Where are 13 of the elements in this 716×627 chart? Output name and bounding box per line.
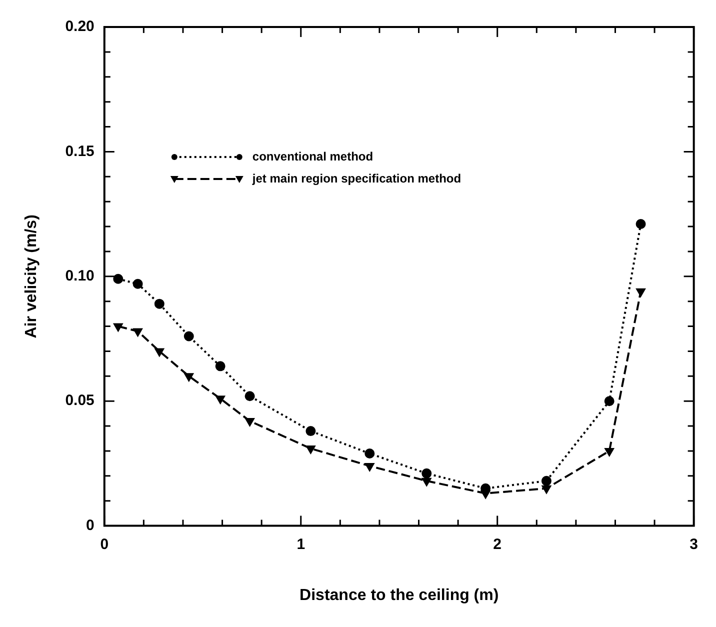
y-tick-label: 0.10: [65, 268, 94, 285]
x-tick-label: 0: [100, 536, 109, 553]
x-tick-label: 1: [296, 536, 306, 553]
x-axis-title: Distance to the ceiling (m): [300, 586, 499, 604]
x-tick-label: 2: [493, 536, 502, 553]
y-tick-label: 0.05: [65, 392, 94, 410]
legend-label: conventional method: [252, 149, 374, 164]
y-tick-label: 0: [86, 516, 94, 534]
y-axis-title: Air velicity (m/s): [23, 214, 40, 338]
y-tick-label: 0.20: [65, 18, 94, 36]
x-tick-label: 3: [690, 536, 698, 553]
legend-label: jet main region specification method: [251, 171, 462, 186]
y-tick-label: 0.15: [65, 142, 94, 160]
